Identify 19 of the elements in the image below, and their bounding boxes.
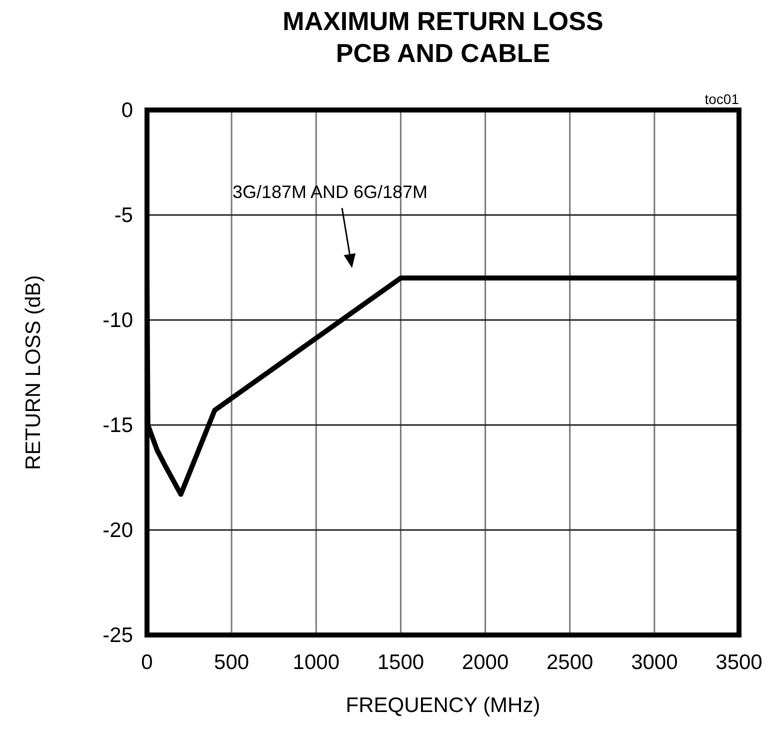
y-tick-label: -20 bbox=[102, 519, 133, 542]
y-tick-label: -10 bbox=[102, 309, 133, 332]
y-axis-title: RETURN LOSS (dB) bbox=[22, 275, 45, 470]
x-tick-label: 3000 bbox=[631, 651, 678, 674]
x-tick-label: 500 bbox=[214, 651, 250, 674]
x-tick-label: 2500 bbox=[546, 651, 594, 674]
x-tick-label: 1500 bbox=[377, 651, 424, 674]
y-tick-label: -15 bbox=[102, 414, 133, 437]
x-tick-label: 1000 bbox=[292, 651, 340, 674]
x-tick-label: 2000 bbox=[462, 651, 509, 674]
x-tick-label: 3500 bbox=[716, 651, 762, 674]
chart-title: MAXIMUM RETURN LOSS PCB AND CABLE bbox=[282, 6, 604, 68]
y-tick-label: -25 bbox=[102, 624, 133, 647]
y-tick-label: 0 bbox=[121, 99, 133, 122]
text: toc01 bbox=[704, 91, 740, 107]
annotation: 3G/187M AND 6G/187M bbox=[232, 182, 428, 202]
y-tick-label: -5 bbox=[114, 204, 133, 227]
x-axis-title: FREQUENCY (MHz) bbox=[346, 694, 540, 717]
x-tick-label: 0 bbox=[141, 651, 153, 674]
